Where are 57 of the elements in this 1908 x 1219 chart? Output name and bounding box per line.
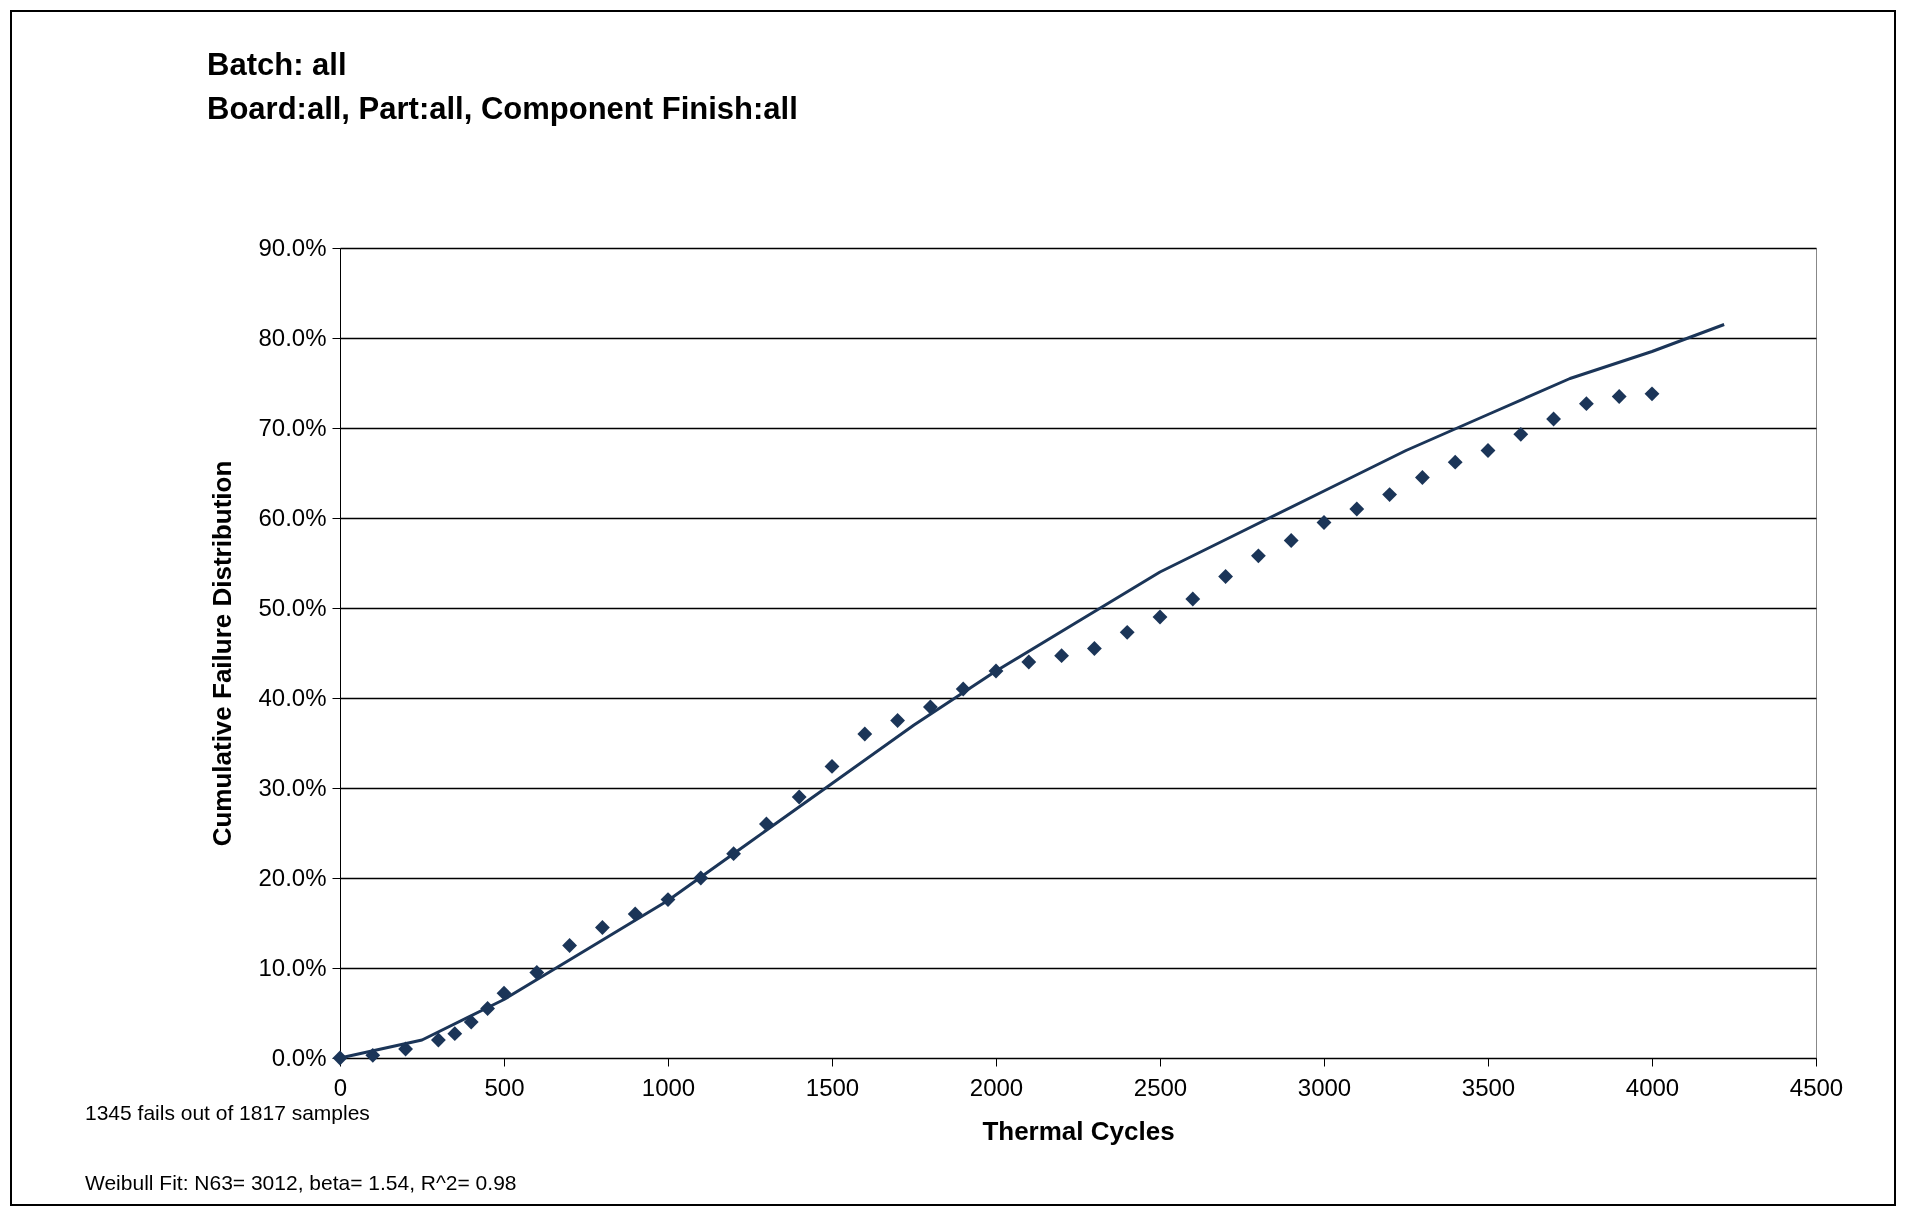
point	[1086, 641, 1102, 656]
y-tick-label: 40.0%	[258, 683, 327, 711]
point	[1414, 470, 1430, 485]
y-tick-label: 70.0%	[258, 413, 327, 441]
y-tick-label: 10.0%	[258, 953, 327, 981]
point	[1611, 389, 1627, 404]
point	[1250, 548, 1266, 564]
point	[1185, 591, 1201, 607]
point	[1119, 624, 1135, 640]
point	[791, 789, 807, 805]
point	[1349, 501, 1365, 517]
point	[1513, 426, 1529, 442]
point	[1054, 648, 1070, 664]
x-tick-label: 1000	[641, 1073, 696, 1101]
point	[1546, 411, 1562, 427]
y-axis-title: Cumulative Failure Distribution	[207, 460, 238, 847]
point	[496, 985, 512, 1001]
y-tick-label: 20.0%	[258, 863, 327, 891]
point	[1283, 533, 1299, 548]
point	[1218, 569, 1234, 584]
x-tick-label: 2500	[1133, 1073, 1188, 1101]
x-tick-label: 500	[484, 1073, 525, 1101]
x-tick-label: 4000	[1625, 1073, 1680, 1101]
point	[1382, 487, 1398, 503]
x-tick-label: 0	[333, 1073, 348, 1101]
point	[1152, 609, 1168, 625]
y-tick-label: 30.0%	[258, 773, 327, 801]
x-tick-label: 3500	[1461, 1073, 1516, 1101]
text: 1345 fails out of 1817 samples	[85, 1101, 370, 1124]
point	[890, 713, 906, 728]
point	[1644, 386, 1660, 402]
point	[430, 1032, 446, 1048]
point	[1578, 396, 1594, 412]
x-tick-label: 1500	[805, 1073, 860, 1101]
point	[447, 1026, 463, 1042]
x-axis-title: Thermal Cycles	[982, 1115, 1175, 1146]
text: Board:all, Part:all, Component Finish:all	[207, 91, 798, 126]
point	[824, 758, 840, 774]
text: Weibull Fit: N63= 3012, beta= 1.54, R^2= 0.98	[85, 1171, 517, 1194]
text: Batch: all	[207, 47, 347, 82]
point	[529, 965, 545, 980]
y-tick-label: 0.0%	[271, 1043, 327, 1071]
y-tick-label: 90.0%	[258, 233, 327, 261]
point	[1447, 454, 1463, 470]
point	[857, 726, 873, 742]
point	[463, 1014, 479, 1030]
point	[562, 938, 578, 953]
y-tick-label: 80.0%	[258, 323, 327, 351]
y-tick-label: 60.0%	[258, 503, 327, 531]
y-tick-label: 50.0%	[258, 593, 327, 621]
x-tick-label: 3000	[1297, 1073, 1352, 1101]
point	[627, 906, 643, 922]
x-tick-label: 4500	[1789, 1073, 1844, 1101]
x-tick-label: 2000	[969, 1073, 1024, 1101]
point	[594, 920, 610, 935]
point	[1021, 654, 1037, 670]
point	[922, 699, 938, 715]
